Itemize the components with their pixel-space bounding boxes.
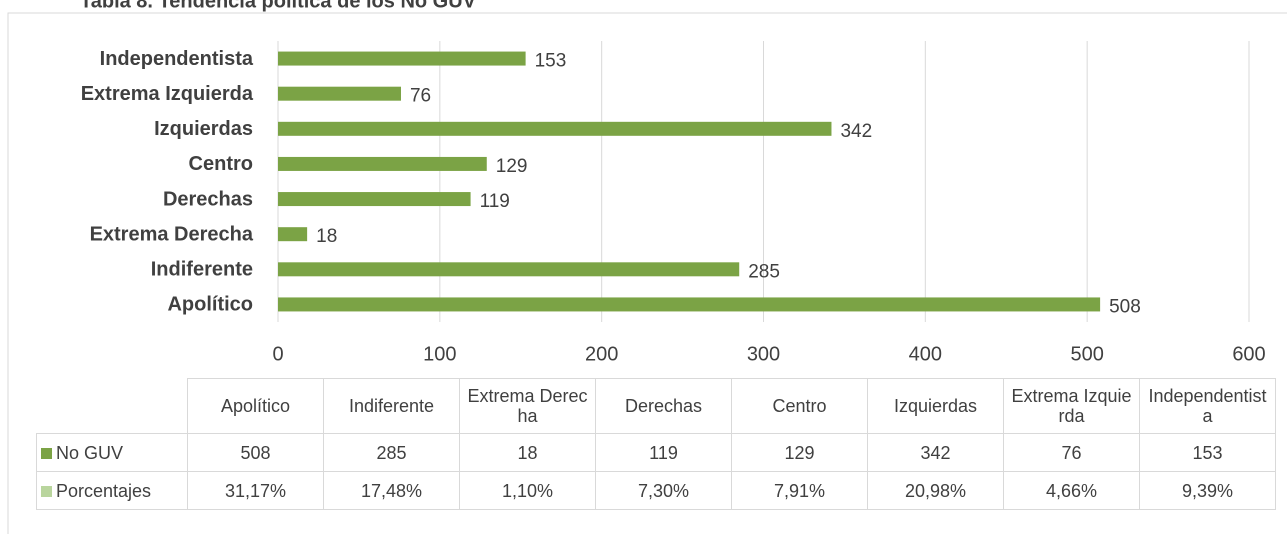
table-value: 129 (731, 433, 868, 472)
x-tick-label: 200 (585, 343, 618, 365)
y-tick-label: Extrema Derecha (90, 223, 254, 245)
x-tick-label: 100 (423, 343, 456, 365)
bar (278, 156, 487, 171)
table-value: 76 (1003, 433, 1140, 472)
y-tick-label: Centro (189, 153, 253, 175)
legend-swatch (41, 485, 52, 497)
table-value: 18 (459, 433, 596, 472)
table-header: Indiferente (323, 378, 460, 434)
table-value: 20,98% (867, 471, 1004, 510)
table-value: 4,66% (1003, 471, 1140, 510)
table-value: 9,39% (1139, 471, 1276, 510)
x-tick-label: 500 (1070, 343, 1103, 365)
chart-title: Tabla 8. Tendencia política de los No GU… (80, 0, 477, 12)
table-value: 1,10% (459, 471, 596, 510)
table-corner (36, 378, 188, 434)
data-label: 153 (535, 51, 567, 72)
bar (278, 227, 308, 242)
data-label: 129 (496, 156, 528, 177)
legend-label: Porcentajes (56, 480, 152, 501)
legend-label: No GUV (56, 442, 124, 463)
chart-frame (7, 12, 1287, 534)
table-value: 17,48% (323, 471, 460, 510)
table-value: 31,17% (187, 471, 324, 510)
data-label: 18 (316, 226, 337, 247)
bar (278, 121, 832, 136)
table-header: Independentista (1139, 378, 1276, 434)
bar (278, 262, 740, 277)
bar (278, 86, 401, 101)
y-tick-label: Extrema Izquierda (81, 83, 254, 105)
x-tick-label: 300 (747, 343, 780, 365)
table-header: Extrema Izquierda (1003, 378, 1140, 434)
x-tick-label: 400 (909, 343, 942, 365)
bar (278, 297, 1101, 312)
bar (278, 51, 526, 66)
y-tick-label: Apolítico (167, 294, 253, 316)
data-label: 342 (840, 121, 872, 142)
x-tick-label: 600 (1232, 343, 1265, 365)
legend-swatch (41, 447, 52, 459)
table-value: 119 (595, 433, 732, 472)
table-header: Derechas (595, 378, 732, 434)
x-tick-label: 0 (272, 343, 283, 365)
bar (278, 192, 471, 207)
table-value: 285 (323, 433, 460, 472)
table-value: 153 (1139, 433, 1276, 472)
data-label: 285 (748, 261, 780, 282)
legend-entry: No GUV (36, 433, 188, 472)
data-label: 119 (480, 191, 510, 212)
table-header: Extrema Derecha (459, 378, 596, 434)
y-tick-label: Independentista (100, 48, 254, 70)
table-value: 508 (187, 433, 324, 472)
table-value: 7,30% (595, 471, 732, 510)
legend-entry: Porcentajes (36, 471, 188, 510)
table-value: 7,91% (731, 471, 868, 510)
table-header: Apolítico (187, 378, 324, 434)
data-label: 76 (410, 86, 431, 107)
table-header: Centro (731, 378, 868, 434)
table-value: 342 (867, 433, 1004, 472)
y-tick-label: Derechas (163, 188, 253, 210)
y-tick-label: Indiferente (151, 259, 253, 281)
table-header: Izquierdas (867, 378, 1004, 434)
data-label: 508 (1109, 296, 1141, 317)
data-table: Apolítico Indiferente Extrema Derecha Derec… (36, 378, 1276, 510)
y-tick-label: Izquierdas (154, 118, 253, 140)
